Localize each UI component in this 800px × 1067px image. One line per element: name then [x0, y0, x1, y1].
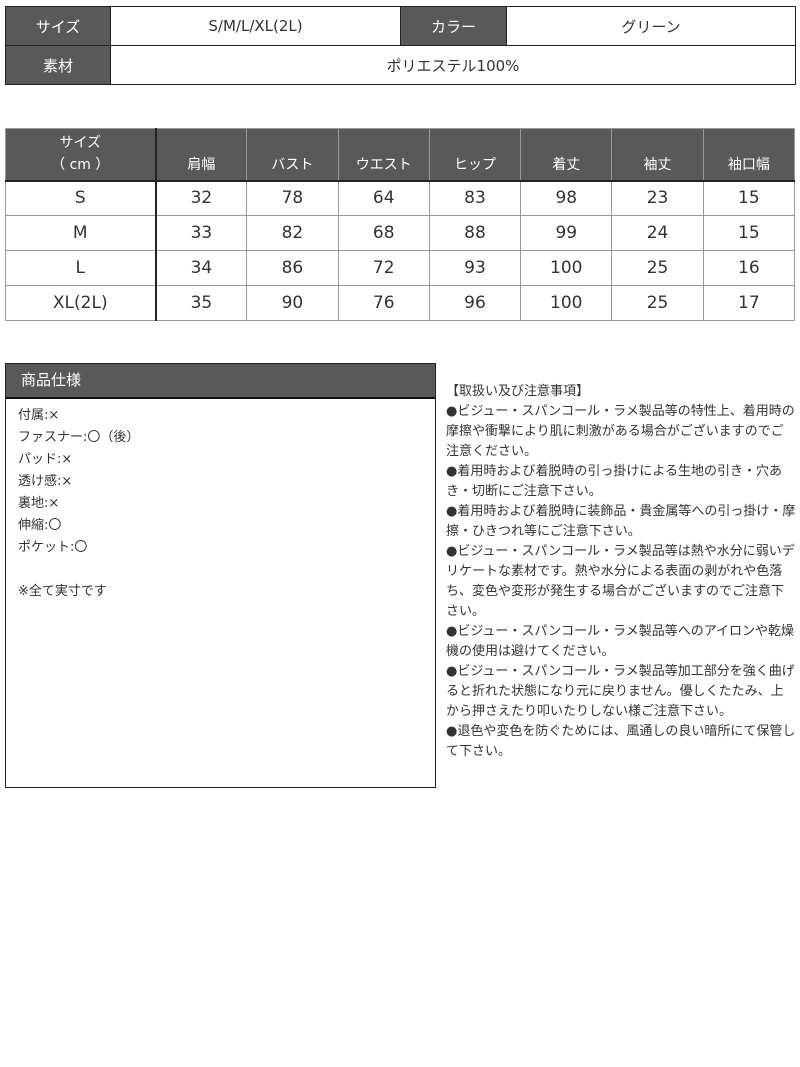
measurement-cell: 15	[702, 180, 796, 216]
care-note-item: ●ビジュー・スパンコール・ラメ製品等へのアイロンや乾燥機の使用は避けてください。	[446, 624, 795, 659]
size-value: S/M/L/XL(2L)	[110, 6, 401, 46]
measurement-cell: 100	[520, 250, 613, 286]
measurement-cell: 88	[428, 215, 522, 251]
measurement-cell: 23	[611, 180, 704, 216]
measurement-cell: 25	[611, 285, 704, 321]
measurement-cell: 32	[154, 180, 248, 216]
table-row: M 33 82 68 88 99 24 15	[5, 215, 796, 251]
care-note-item: ●着用時および着脱時に装飾品・貴金属等への引っ掛け・摩擦・ひきつれ等にご注意下さ…	[446, 504, 796, 539]
measurement-cell: 83	[428, 180, 522, 216]
column-header: ウエスト	[337, 128, 430, 181]
spec-item: 伸縮:〇	[18, 518, 62, 533]
material-label: 素材	[5, 45, 111, 85]
care-note-item: ●着用時および着脱時の引っ掛けによる生地の引き・穴あき・切断にご注意下さい。	[446, 464, 782, 499]
care-note-item: ●退色や変色を防ぐためには、風通しの良い暗所にて保管して下さい。	[446, 724, 796, 759]
measurement-cell: 72	[337, 250, 430, 286]
size-header-label: サイズ	[59, 135, 102, 152]
size-chart-table: サイズ（ cm ） 肩幅 バスト ウエスト ヒップ 着丈 袖丈 袖口幅 S 32 78 64 83 9…	[5, 128, 796, 321]
measurement-cell: 68	[337, 215, 430, 251]
measurement-cell: 90	[246, 285, 339, 321]
size-header-unit: （ cm ）	[51, 157, 110, 174]
spec-item: 付属:×	[18, 408, 60, 423]
spec-item: ファスナー:〇（後）	[18, 430, 140, 445]
measurement-cell: 25	[611, 250, 704, 286]
measurement-cell: 78	[246, 180, 339, 216]
care-note-item: ●ビジュー・スパンコール・ラメ製品等は熱や水分に弱いデリケートな素材です。熱や水…	[446, 544, 795, 619]
size-cell: XL(2L)	[5, 285, 157, 321]
spec-item: 透け感:×	[18, 474, 73, 489]
spec-list: 付属:× ファスナー:〇（後） パッド:× 透け感:× 裏地:× 伸縮:〇ポケット:〇 ※全…	[6, 399, 435, 609]
size-chart-header: サイズ （ cm ） 肩幅 バスト ウエスト ヒップ 着丈 袖丈 袖口幅	[5, 128, 796, 181]
column-header: バスト	[246, 128, 339, 181]
measurement-cell: 76	[337, 285, 430, 321]
spacer	[18, 559, 423, 581]
measurement-cell: 34	[154, 250, 248, 286]
measurement-cell: 99	[520, 215, 613, 251]
material-value: ポリエステル100%	[110, 45, 796, 85]
table-row: L 34 86 72 93 100 25 16	[5, 250, 796, 286]
measurement-cell: 98	[520, 180, 613, 216]
measurement-cell: 16	[702, 250, 796, 286]
spec-note: ※全て実寸です	[18, 584, 107, 599]
spec-title: 商品仕様	[6, 364, 435, 399]
product-info-table: サイズ S/M/L/XL(2L) カラー グリーン 素材 ポリエステル100%	[5, 6, 796, 85]
product-spec-box: 商品仕様 付属:× ファスナー:〇（後） パッド:× 透け感:× 裏地:× 伸縮:〇ポケッ…	[5, 363, 436, 788]
care-notes-title: 【取扱い及び注意事項】	[446, 384, 590, 399]
measurement-cell: 82	[246, 215, 339, 251]
measurement-cell: 33	[154, 215, 248, 251]
size-cell: L	[5, 250, 157, 286]
spec-item: ポケット:〇	[18, 540, 88, 555]
care-note-item: ●ビジュー・スパンコール・ラメ製品等加工部分を強く曲げると折れた状態になり元に戻…	[446, 664, 795, 719]
measurement-cell: 86	[246, 250, 339, 286]
care-note-item: ●ビジュー・スパンコール・ラメ製品等の特性上、着用時の摩擦や衝撃により肌に刺激が…	[446, 404, 795, 459]
column-header: 袖口幅	[702, 128, 796, 181]
measurement-cell: 15	[702, 215, 796, 251]
measurement-cell: 96	[428, 285, 522, 321]
table-row: S 32 78 64 83 98 23 15	[5, 180, 796, 216]
column-header: 肩幅	[154, 128, 248, 181]
column-header: 着丈	[520, 128, 613, 181]
measurement-cell: 35	[154, 285, 248, 321]
size-cell: M	[5, 215, 157, 251]
column-header: ヒップ	[428, 128, 522, 181]
measurement-cell: 24	[611, 215, 704, 251]
size-label: サイズ	[5, 6, 111, 46]
column-header: 袖丈	[611, 128, 704, 181]
size-cell: S	[5, 180, 157, 216]
measurement-cell: 17	[702, 285, 796, 321]
care-notes: 【取扱い及び注意事項】 ●ビジュー・スパンコール・ラメ製品等の特性上、着用時の摩…	[446, 382, 796, 762]
measurement-cell: 64	[337, 180, 430, 216]
measurement-cell: 100	[520, 285, 613, 321]
measurement-cell: 93	[428, 250, 522, 286]
size-header-cell: サイズ （ cm ）	[5, 128, 157, 181]
color-value: グリーン	[506, 6, 796, 46]
spec-item: パッド:×	[18, 452, 73, 467]
spec-item: 裏地:×	[18, 496, 60, 511]
table-row: XL(2L) 35 90 76 96 100 25 17	[5, 285, 796, 321]
color-label: カラー	[400, 6, 507, 46]
